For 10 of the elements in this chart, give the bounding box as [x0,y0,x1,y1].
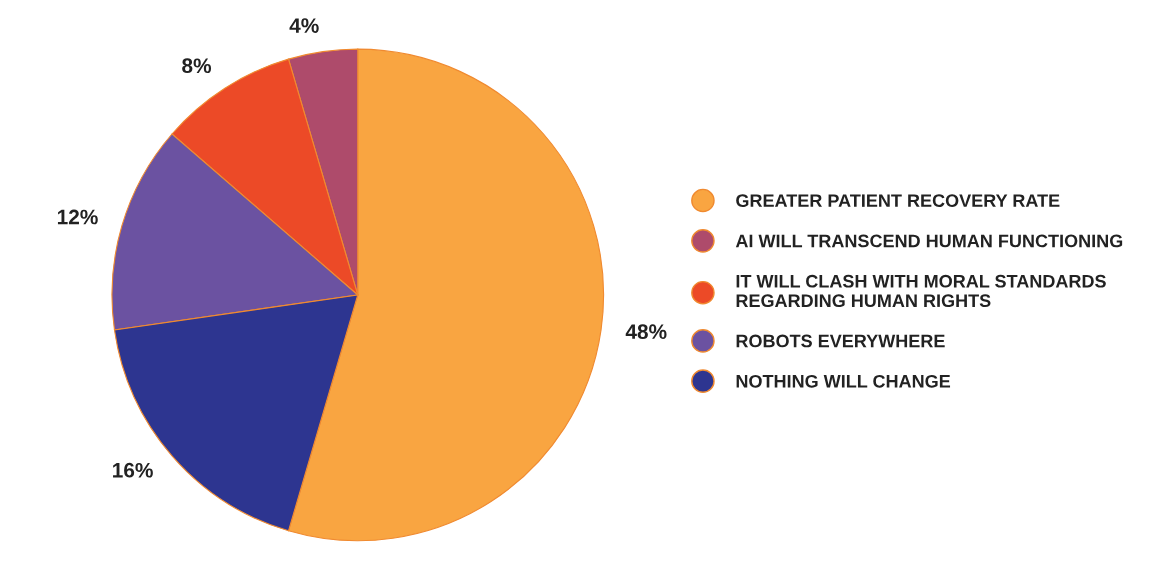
legend-label: IT WILL CLASH WITH MORAL STANDARDS REGARDING HUMAN RIGHTS [736,274,1106,308]
legend-label: AI WILL TRANSCEND HUMAN FUNCTIONING [735,234,1123,248]
legend-label: ROBOTS EVERYWHERE [736,334,945,348]
data-label: 4% [289,18,319,33]
legend-label: GREATER PATIENT RECOVERY RATE [736,194,1060,208]
data-label: 12% [57,209,98,225]
data-label: 16% [113,462,153,478]
data-label: 8% [182,58,212,74]
data-label: 48% [625,324,667,340]
legend-label: NOTHING WILL CHANGE [736,374,951,388]
